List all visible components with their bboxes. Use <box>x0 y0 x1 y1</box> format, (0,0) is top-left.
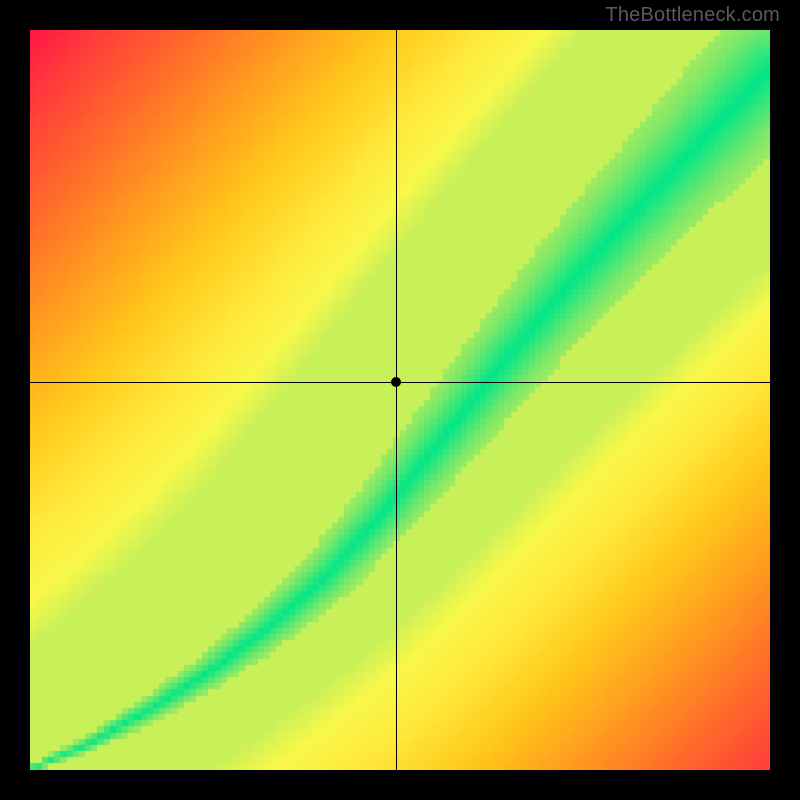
crosshair-vertical <box>396 30 397 770</box>
crosshair-point <box>391 377 401 387</box>
plot-area <box>30 30 770 770</box>
heatmap-canvas <box>30 30 770 770</box>
watermark-text: TheBottleneck.com <box>605 4 780 27</box>
chart-container: TheBottleneck.com <box>0 0 800 800</box>
